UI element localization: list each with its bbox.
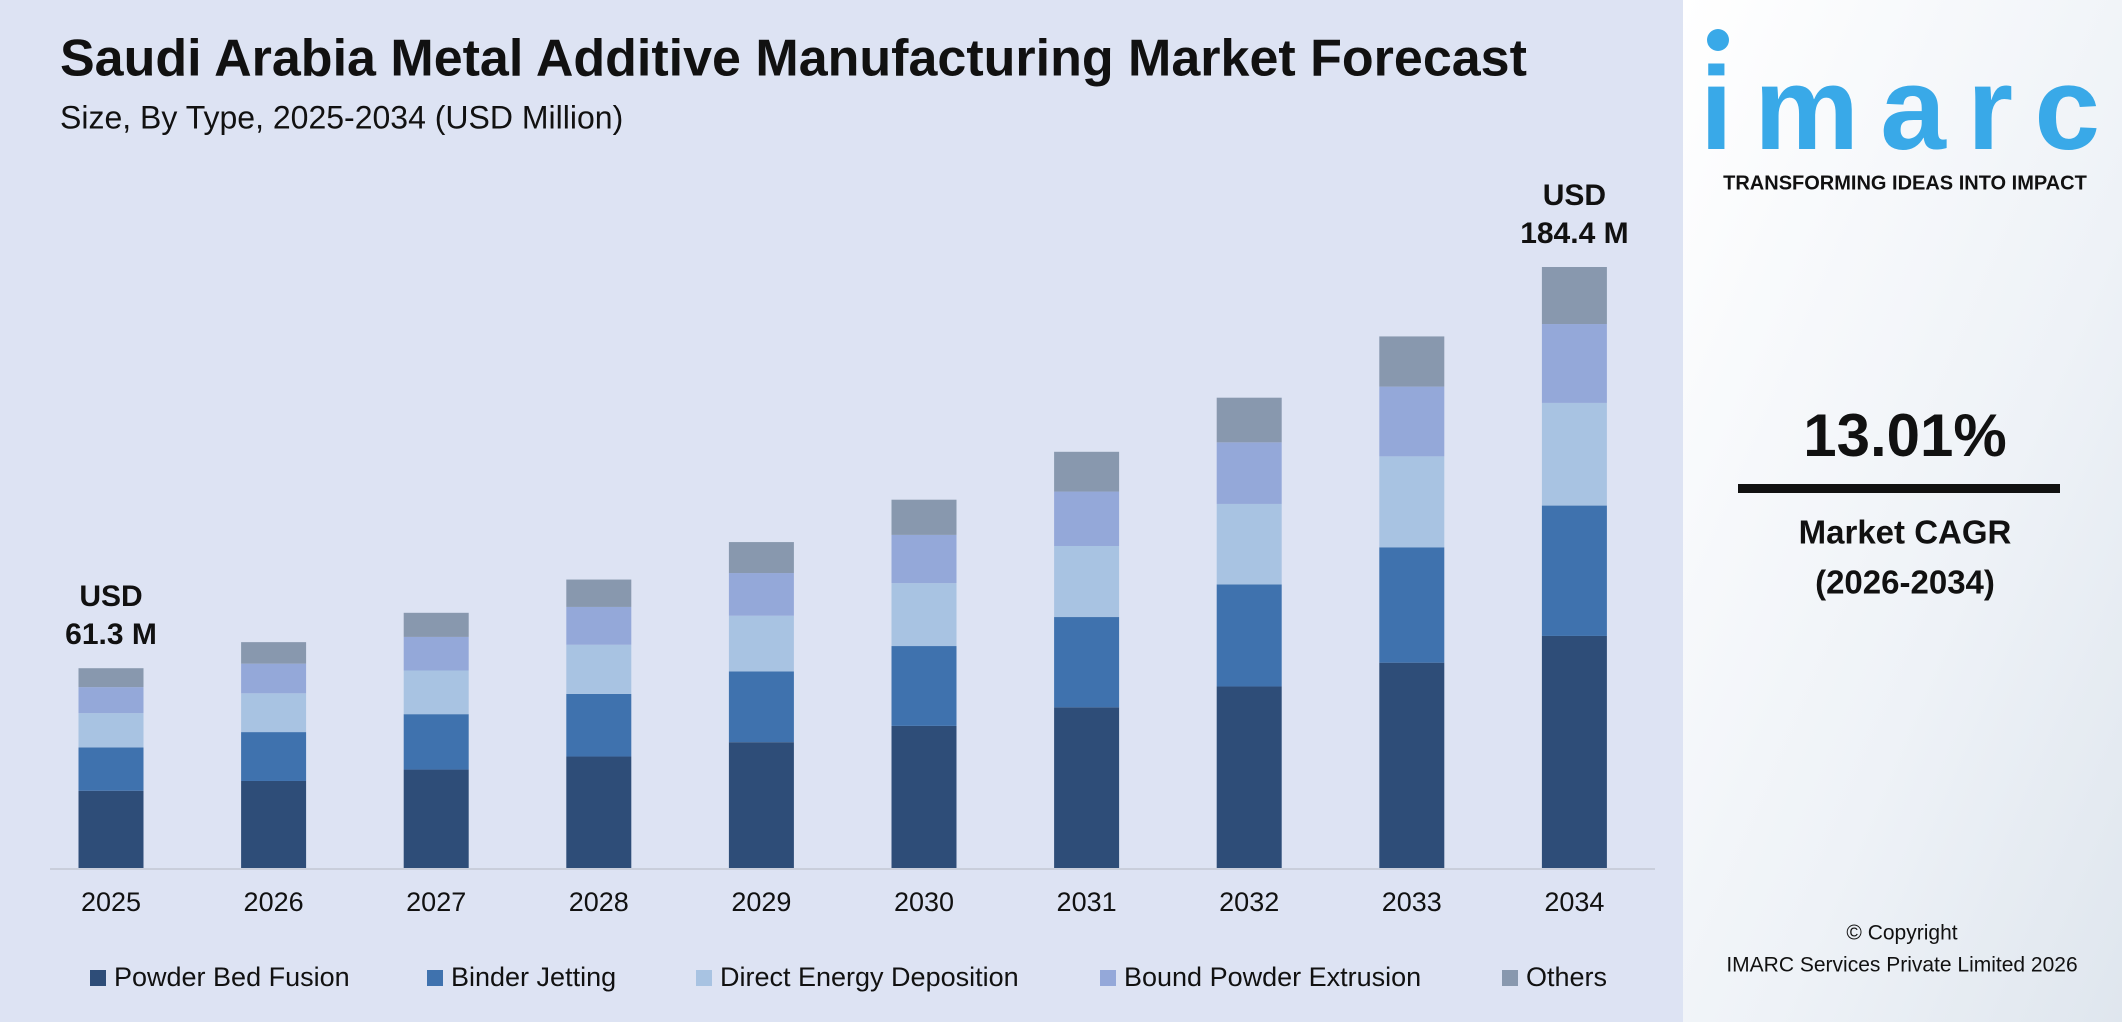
legend-swatch [427,970,443,986]
bar-segment [78,747,144,791]
x-tick-label: 2025 [81,887,141,917]
bar-segment [1379,547,1445,663]
bar-segment [1054,491,1120,546]
bar-segment [728,615,794,672]
bar-segment [891,534,957,584]
bar-segment [891,646,957,726]
bar-segment [566,693,632,757]
bar-segment [78,668,144,688]
legend-swatch [1100,970,1116,986]
bar-segment [1379,336,1445,387]
legend-label: Binder Jetting [451,962,616,992]
x-tick-label: 2034 [1544,887,1604,917]
total-label: 184.4 M [1520,217,1628,250]
bar-segment [891,499,957,535]
bar-segment [1216,397,1282,443]
bar-segment [403,636,469,671]
bar-segment [728,671,794,743]
bar-segment [566,644,632,694]
bar-segment [241,693,307,733]
bar-segment [1216,503,1282,585]
bar-segment [566,756,632,868]
chart-subtitle: Size, By Type, 2025-2034 (USD Million) [60,99,623,135]
bar-segment [728,573,794,616]
bar-segment [1541,267,1607,325]
x-tick-label: 2032 [1219,887,1279,917]
legend-label: Bound Powder Extrusion [1124,962,1421,992]
bar-segment [241,663,307,694]
bar-segment [241,780,307,868]
legend-label: Others [1526,962,1607,992]
bar-segment [1216,686,1282,868]
legend-swatch [1502,970,1518,986]
bar-segment [891,583,957,647]
tagline: TRANSFORMING IDEAS INTO IMPACT [1723,172,2087,194]
bar-segment [78,687,144,714]
bar-segment [728,742,794,868]
bar-segment [1216,584,1282,687]
bar-segment [78,713,144,748]
bar-segment [1054,451,1120,492]
x-tick-label: 2030 [894,887,954,917]
bar-segment [1379,456,1445,548]
bar-segment [566,579,632,607]
bar-segment [1541,324,1607,403]
bar-segment [403,769,469,868]
cagr-rule [1738,484,2060,493]
legend-swatch [90,970,106,986]
side-panel [1683,0,2122,1022]
cagr-period: (2026-2034) [1815,564,1995,601]
bar-segment [241,732,307,781]
total-label: USD [1543,179,1606,212]
logo: imarc [1700,43,2100,175]
bar-segment [403,714,469,770]
bar-segment [1054,707,1120,868]
cagr-value: 13.01% [1803,402,2007,469]
total-label: USD [79,580,142,613]
bar-segment [1054,545,1120,618]
x-tick-label: 2026 [244,887,304,917]
bar-segment [566,606,632,645]
x-tick-label: 2031 [1057,887,1117,917]
bar-segment [1379,662,1445,868]
cagr-label: Market CAGR [1799,514,2012,551]
chart-title: Saudi Arabia Metal Additive Manufacturin… [60,30,1527,88]
x-tick-label: 2029 [731,887,791,917]
x-tick-label: 2033 [1382,887,1442,917]
bar-segment [1054,617,1120,708]
bar-segment [241,642,307,664]
bar-segment [1216,442,1282,504]
legend-label: Direct Energy Deposition [720,962,1019,992]
bar-segment [1541,402,1607,506]
bar-segment [1541,505,1607,636]
bar-segment [1379,386,1445,457]
legend-swatch [696,970,712,986]
x-tick-label: 2028 [569,887,629,917]
copyright: © Copyright [1846,922,1957,945]
bar-segment [891,725,957,868]
bar-segment [403,612,469,637]
bar-segment [403,670,469,715]
logo-dot [1707,29,1729,51]
bar-segment [78,790,144,868]
x-tick-label: 2027 [406,887,466,917]
bar-segment [728,542,794,574]
bar-segment [1541,635,1607,868]
copyright-owner: IMARC Services Private Limited 2026 [1726,954,2077,977]
total-label: 61.3 M [65,618,157,651]
legend-label: Powder Bed Fusion [114,962,350,992]
